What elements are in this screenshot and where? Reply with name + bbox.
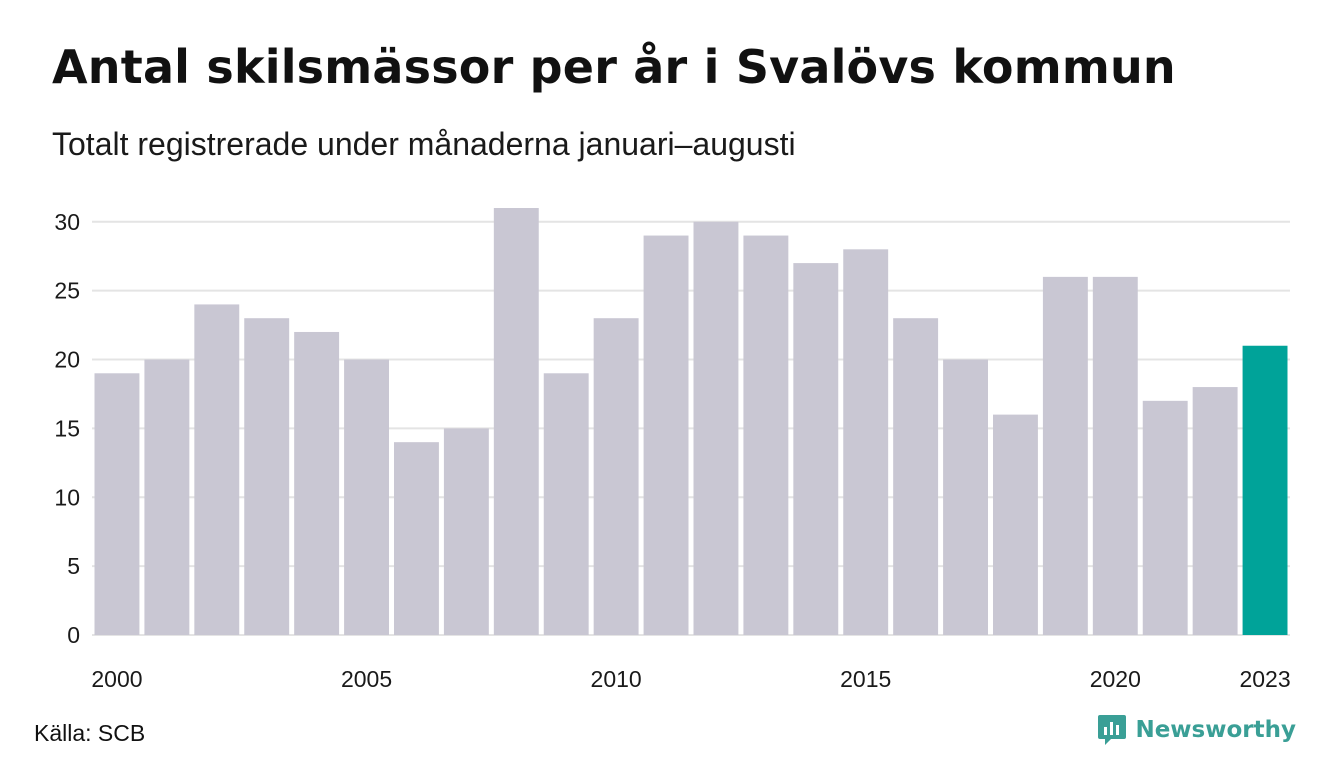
bars (94, 208, 1288, 636)
bar-2007 (443, 428, 489, 635)
bar-2016 (893, 318, 939, 635)
x-tick-label: 2000 (91, 666, 142, 692)
bar-2017 (943, 359, 988, 635)
brand-logo: Newsworthy (1097, 713, 1296, 747)
y-tick-label: 20 (54, 347, 80, 373)
bar-2002 (194, 304, 240, 635)
bar-2018 (993, 414, 1038, 635)
x-tick-label: 2010 (591, 666, 642, 692)
bar-2008 (493, 208, 539, 635)
y-tick-label: 25 (54, 278, 80, 304)
bar-2011 (643, 235, 689, 635)
bar-2022 (1192, 387, 1238, 635)
bar-2012 (693, 221, 739, 635)
y-tick-label: 0 (67, 622, 80, 648)
bar-2006 (394, 442, 439, 635)
bar-2021 (1142, 400, 1188, 635)
bar-2009 (543, 373, 589, 635)
bar-chart: 0 5 10 15 20 25 30 2000 2005 2010 2015 2020 2023 (54, 208, 1291, 692)
bar-2013 (743, 235, 789, 635)
bar-2010 (593, 318, 639, 635)
source-note: Källa: SCB (34, 720, 146, 746)
x-tick-label: 2020 (1090, 666, 1141, 692)
brand-name: Newsworthy (1135, 717, 1296, 743)
y-axis-ticks: 0 5 10 15 20 25 30 (54, 209, 80, 648)
y-tick-label: 10 (54, 484, 80, 510)
bar-2020 (1092, 276, 1138, 635)
x-tick-label: 2005 (341, 666, 392, 692)
chart-title: Antal skilsmässor per år i Svalövs kommu… (52, 40, 1176, 94)
gridlines (92, 220, 1290, 636)
bar-2001 (144, 359, 190, 635)
newsworthy-logo-icon (1098, 715, 1127, 745)
bar-2005 (344, 359, 389, 635)
y-tick-label: 30 (54, 209, 80, 235)
x-tick-label: 2015 (840, 666, 891, 692)
y-tick-label: 5 (67, 553, 80, 579)
chart-subtitle: Totalt registrerade under månaderna janu… (52, 126, 796, 162)
y-tick-label: 15 (54, 415, 80, 441)
x-tick-label: 2023 (1239, 666, 1290, 692)
bar-2003 (244, 318, 290, 635)
bar-2015 (843, 249, 889, 636)
bar-2014 (793, 263, 839, 635)
x-axis-ticks: 2000 2005 2010 2015 2020 2023 (91, 666, 1290, 692)
bar-2023 (1242, 345, 1288, 635)
bar-2019 (1042, 276, 1088, 635)
bar-2004 (294, 331, 340, 635)
bar-2000 (94, 373, 140, 635)
